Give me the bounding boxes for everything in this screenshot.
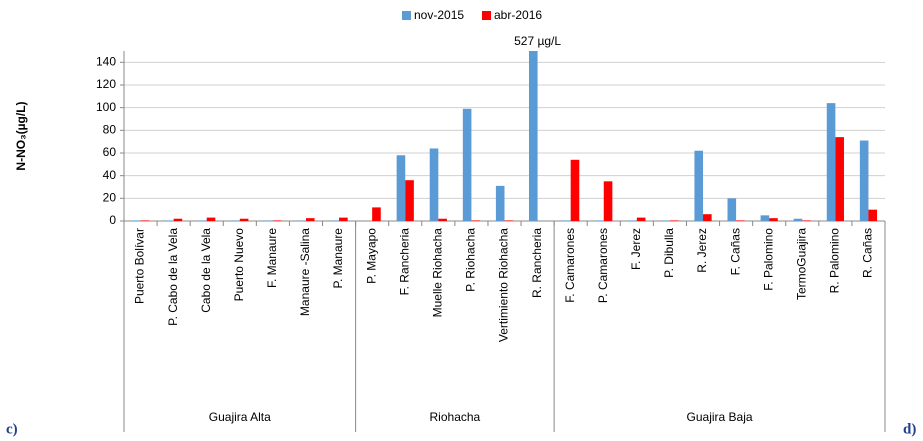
bar: [297, 220, 306, 221]
x-tick-label: F. Jerez: [629, 228, 643, 270]
x-tick-label: R. Jerez: [695, 228, 709, 273]
x-tick-label: P. Camarones: [596, 228, 610, 303]
bar: [198, 220, 207, 221]
x-tick-label: F. Camarones: [563, 228, 577, 303]
bar: [760, 215, 770, 221]
x-tick-label: P. Dibulla: [662, 228, 676, 278]
bar: [372, 207, 381, 221]
x-tick-label: F. Palomino: [761, 228, 775, 291]
x-tick-label: F. Cañas: [728, 228, 742, 275]
x-tick-label: P. Cabo de la Vela: [166, 228, 180, 326]
x-tick-label: Puerto Nuevo: [232, 228, 246, 302]
x-tick-label: Cabo de la Vela: [199, 228, 213, 313]
x-tick-label: Manaure -Salina: [298, 228, 312, 316]
bar: [636, 217, 646, 221]
x-tick-label: R. Rancheria: [530, 228, 544, 298]
bar: [595, 220, 604, 221]
bar: [727, 198, 737, 221]
bar: [859, 140, 869, 221]
bar: [736, 220, 745, 221]
legend-swatch: [482, 11, 491, 20]
legend-label: nov-2015: [414, 8, 464, 22]
bar: [471, 220, 481, 221]
bar: [264, 220, 273, 221]
x-tick-label: Muelle Riohacha: [430, 228, 444, 318]
bar: [231, 220, 240, 221]
x-tick-label: R. Cañas: [861, 228, 875, 278]
y-tick-label: 60: [103, 145, 117, 159]
y-tick-label: 20: [103, 191, 117, 205]
x-tick-label: Vertimiento Riohacha: [497, 228, 511, 342]
x-tick-label: P. Mayapo: [364, 228, 378, 284]
bar: [868, 209, 878, 221]
x-tick-label: P. Riohacha: [464, 228, 478, 292]
bar: [405, 180, 414, 221]
x-tick-label: P. Manaure: [331, 228, 345, 289]
y-tick-label: 140: [96, 55, 116, 69]
bar: [339, 217, 348, 221]
bar: [603, 181, 613, 221]
bar: [305, 218, 315, 221]
bar: [769, 218, 778, 221]
bar: [669, 220, 679, 221]
bar: [272, 220, 282, 221]
bar: [504, 220, 514, 221]
bar: [661, 220, 670, 221]
bar: [131, 220, 141, 221]
x-tick-label: R. Palomino: [828, 228, 842, 294]
x-tick-label: F. Manaure: [265, 228, 279, 288]
y-tick-label: 40: [103, 168, 117, 182]
plot-area: [131, 51, 878, 221]
corner-label: c): [6, 421, 18, 437]
bar: [140, 220, 150, 221]
bar: [835, 137, 844, 221]
annotation: 527 µg/L: [514, 34, 561, 48]
bar: [438, 218, 447, 221]
bar: [165, 220, 174, 221]
bar: [173, 218, 183, 221]
bar: [396, 155, 406, 221]
y-tick-label: 120: [96, 77, 116, 91]
group-label: Guajira Baja: [687, 410, 753, 424]
x-tick-label: F. Rancheria: [397, 228, 411, 296]
bar: [495, 185, 505, 221]
bar: [628, 220, 637, 221]
bar: [462, 108, 472, 221]
y-axis-label: N-NO₃(µg/L): [14, 101, 28, 170]
bar: [429, 148, 439, 221]
bar: [802, 220, 811, 221]
bar: [826, 103, 836, 221]
bar: [703, 214, 712, 221]
bar: [239, 218, 249, 221]
corner-label: d): [903, 421, 916, 437]
bar: [793, 218, 803, 221]
y-tick-label: 100: [96, 100, 116, 114]
x-tick-label: Puerto Bolívar: [133, 228, 147, 304]
group-label: Guajira Alta: [209, 410, 271, 424]
x-tick-label: TermoGuajira: [794, 228, 808, 300]
y-tick-label: 80: [103, 123, 117, 137]
legend-label: abr-2016: [494, 8, 542, 22]
bar: [562, 220, 571, 221]
legend-swatch: [402, 11, 411, 20]
bar: [330, 220, 340, 221]
bar: [694, 150, 704, 221]
group-label: Riohacha: [430, 410, 481, 424]
bar: [528, 51, 538, 221]
bar: [206, 217, 216, 221]
y-tick-label: 0: [109, 213, 116, 227]
bar: [570, 159, 580, 221]
